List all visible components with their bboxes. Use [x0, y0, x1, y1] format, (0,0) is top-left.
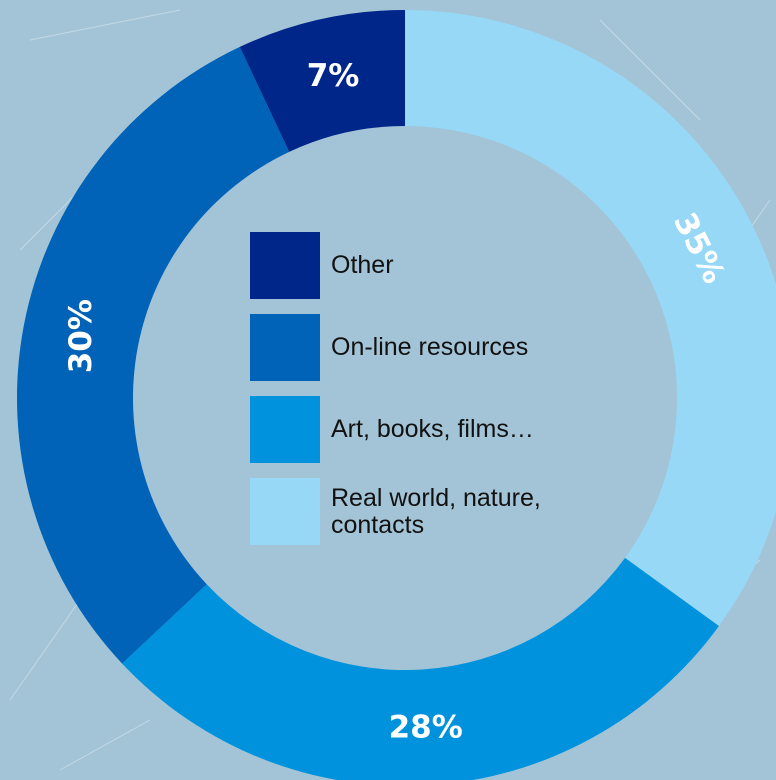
legend-swatch-online [250, 314, 320, 381]
slice-other [239, 10, 405, 152]
value-label-other: 7% [307, 58, 360, 94]
legend-swatch-other [250, 232, 320, 299]
legend-label-other: Other [331, 251, 394, 279]
legend-label-online: On-line resources [331, 333, 529, 361]
legend-item-real-world: Real world, nature, contacts [250, 478, 541, 545]
legend: Other On-line resources Art, books, film… [250, 232, 541, 560]
legend-label-real-world-line2: contacts [331, 510, 425, 539]
slice-real-world [405, 10, 776, 627]
value-label-art: 28% [389, 709, 463, 745]
value-label-online: 30% [63, 299, 99, 373]
legend-swatch-art [250, 396, 320, 463]
legend-item-online: On-line resources [250, 314, 541, 381]
legend-item-art: Art, books, films… [250, 396, 541, 463]
legend-label-art: Art, books, films… [331, 415, 534, 443]
slice-art [122, 557, 719, 780]
texture-line-7 [59, 719, 151, 771]
legend-swatch-real-world [250, 478, 320, 545]
texture-line-1 [599, 19, 701, 121]
texture-line-2 [9, 599, 81, 701]
legend-label-real-world: Real world, nature, contacts [331, 483, 541, 539]
legend-label-real-world-line1: Real world, nature, [331, 483, 541, 512]
donut-slices [17, 10, 776, 780]
slice-online [17, 46, 290, 664]
legend-item-other: Other [250, 232, 541, 299]
texture-line-0 [29, 9, 181, 41]
